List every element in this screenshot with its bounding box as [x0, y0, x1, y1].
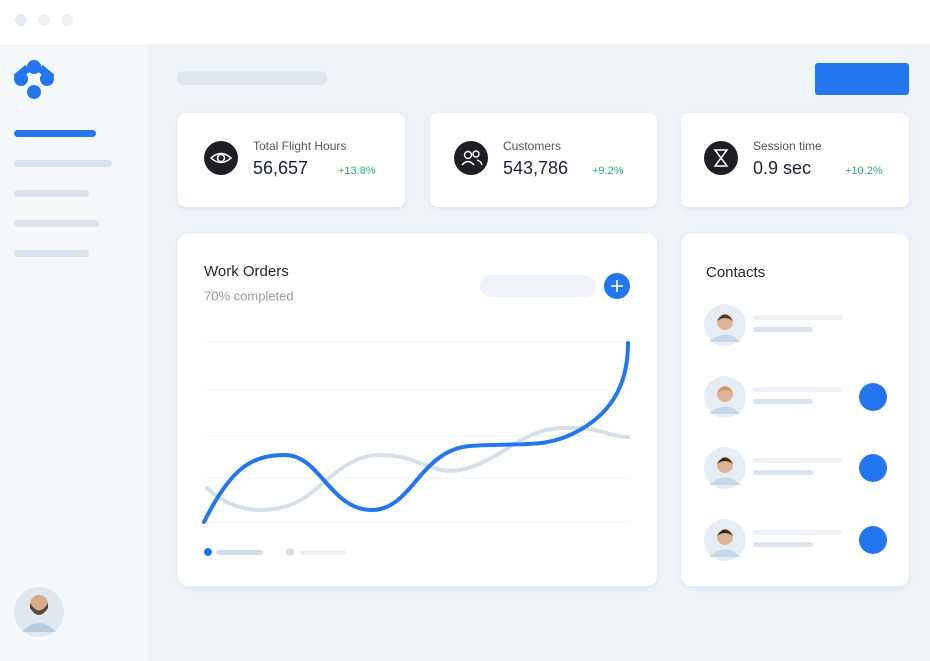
- action-button[interactable]: [859, 383, 887, 411]
- stat-label: Session time: [753, 139, 822, 153]
- chart-line-primary: [202, 341, 630, 524]
- eye-icon: [204, 141, 238, 175]
- avatar-body: [709, 406, 741, 414]
- detail-placeholder: [753, 470, 813, 475]
- chart-grid: [204, 341, 630, 523]
- nav-item[interactable]: [14, 160, 112, 167]
- contact-row[interactable]: [704, 447, 887, 489]
- contact-row[interactable]: [704, 519, 887, 561]
- avatar-body: [709, 477, 741, 485]
- stat-label: Total Flight Hours: [253, 139, 346, 153]
- card-title: Contacts: [706, 264, 765, 281]
- search-placeholder: [177, 71, 327, 85]
- detail-placeholder: [753, 542, 813, 547]
- primary-button[interactable]: [815, 63, 909, 95]
- stat-card: Customers 543,786 +9.2%: [430, 113, 657, 207]
- legend-dot: [204, 548, 212, 556]
- contact-row[interactable]: [704, 304, 843, 346]
- nav-item[interactable]: [14, 220, 99, 227]
- filter-input[interactable]: [480, 275, 596, 297]
- work-orders-card: Work Orders 70% completed: [178, 234, 657, 586]
- card-subtitle: 70% completed: [204, 288, 294, 303]
- avatar-hair: [717, 457, 733, 464]
- avatar-body: [709, 334, 741, 342]
- name-placeholder: [753, 458, 843, 463]
- detail-placeholder: [753, 327, 813, 332]
- legend-placeholder: [216, 550, 263, 555]
- chart-line-secondary: [205, 425, 630, 512]
- nav-item[interactable]: [14, 250, 89, 257]
- avatar-hair: [717, 314, 733, 321]
- window-dot: [15, 14, 27, 26]
- stat-value: 543,786: [503, 158, 568, 178]
- card-title: Work Orders: [204, 263, 289, 280]
- stat-change: +10.2%: [845, 165, 883, 177]
- nav-item[interactable]: [14, 130, 96, 137]
- stat-label: Customers: [503, 139, 561, 153]
- stat-value: 0.9 sec: [753, 158, 811, 178]
- stat-value: 56,657: [253, 158, 308, 178]
- avatar-hair: [717, 529, 733, 536]
- action-button[interactable]: [859, 526, 887, 554]
- users-icon: [454, 141, 488, 175]
- sidebar: [0, 44, 148, 661]
- name-placeholder: [753, 530, 843, 535]
- avatar-body: [709, 549, 741, 557]
- avatar-hair: [717, 386, 733, 393]
- legend-dot: [286, 548, 294, 556]
- stat-card: Total Flight Hours 56,657 +13.8%: [178, 113, 405, 207]
- stat-card: Session time 0.9 sec +10.2%: [681, 113, 909, 207]
- user-avatar[interactable]: [14, 587, 64, 637]
- nav-item[interactable]: [14, 190, 89, 197]
- legend-placeholder: [299, 550, 346, 555]
- stat-change: +9.2%: [592, 165, 624, 177]
- logo: [13, 60, 55, 99]
- contact-list: [704, 304, 887, 561]
- name-placeholder: [753, 315, 843, 320]
- title-bar: [0, 0, 930, 44]
- window-dot: [38, 14, 50, 26]
- detail-placeholder: [753, 399, 813, 404]
- name-placeholder: [753, 387, 843, 392]
- stat-change: +13.8%: [338, 165, 376, 177]
- add-button[interactable]: [604, 273, 630, 299]
- contact-row[interactable]: [704, 376, 887, 418]
- action-button[interactable]: [859, 454, 887, 482]
- window-dot: [61, 14, 73, 26]
